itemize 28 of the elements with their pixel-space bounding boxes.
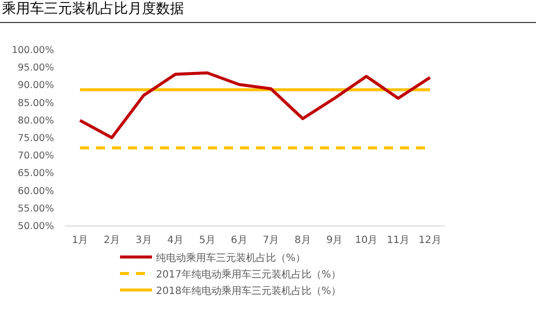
x-tick-label: 9月 <box>326 235 343 246</box>
y-tick-label: 55.00% <box>18 203 54 214</box>
x-tick-label: 3月 <box>135 235 152 246</box>
x-tick-label: 12月 <box>418 235 442 246</box>
line-series <box>78 71 432 140</box>
x-tick-label: 5月 <box>199 235 216 246</box>
y-tick-label: 50.00% <box>18 221 54 232</box>
y-tick-label: 85.00% <box>18 98 54 109</box>
x-tick-label: 11月 <box>386 235 410 246</box>
x-tick-label: 4月 <box>167 235 184 246</box>
y-tick-label: 70.00% <box>18 150 54 162</box>
y-tick-label: 95.00% <box>18 62 54 74</box>
legend-label: 2018年纯电动乘用车三元装机占比（%） <box>156 285 341 297</box>
x-tick-label: 10月 <box>354 235 378 246</box>
legend-label: 2017年纯电动乘用车三元装机占比（%） <box>156 268 341 280</box>
x-tick-label: 6月 <box>230 235 248 246</box>
x-tick-label: 1月 <box>72 235 88 246</box>
x-tick-label: 7月 <box>262 235 280 246</box>
y-tick-label: 100.00% <box>12 45 54 56</box>
y-tick-label: 60.00% <box>18 186 54 197</box>
x-tick-label: 2月 <box>104 235 120 246</box>
legend-label: 纯电动乘用车三元装机占比（%） <box>156 252 306 264</box>
y-tick-label: 65.00% <box>18 168 54 180</box>
x-tick-label: 8月 <box>294 235 311 246</box>
chart-title: 乘用车三元装机占比月度数据 <box>2 1 184 17</box>
y-tick-label: 90.00% <box>18 80 54 92</box>
y-tick-label: 80.00% <box>18 115 54 126</box>
y-tick-label: 75.00% <box>18 133 54 144</box>
